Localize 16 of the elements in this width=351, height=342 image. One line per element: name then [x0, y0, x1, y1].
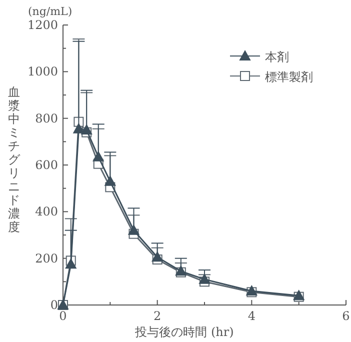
y-tick-label: 800 [35, 111, 58, 126]
x-tick-label: 6 [342, 309, 350, 323]
y-tick-label: 400 [35, 204, 58, 219]
y-tick-label: 0 [50, 298, 58, 312]
x-tick-label: 0 [59, 309, 67, 323]
y-tick-label: 600 [35, 158, 58, 172]
legend-label: 本剤 [265, 50, 289, 64]
x-axis-title: 投与後の時間 (hr) [134, 325, 234, 339]
y-tick-label: 200 [35, 251, 58, 266]
legend-label: 標準製剤 [265, 70, 313, 84]
x-tick-label: 2 [154, 309, 162, 323]
y-tick-label: 1000 [27, 64, 58, 79]
text: 血漿中ミチグリニド濃度 [8, 85, 20, 234]
y-tick-label: 1200 [27, 18, 58, 32]
text: (ng/mL) [28, 5, 72, 18]
x-tick-label: 4 [248, 309, 256, 323]
